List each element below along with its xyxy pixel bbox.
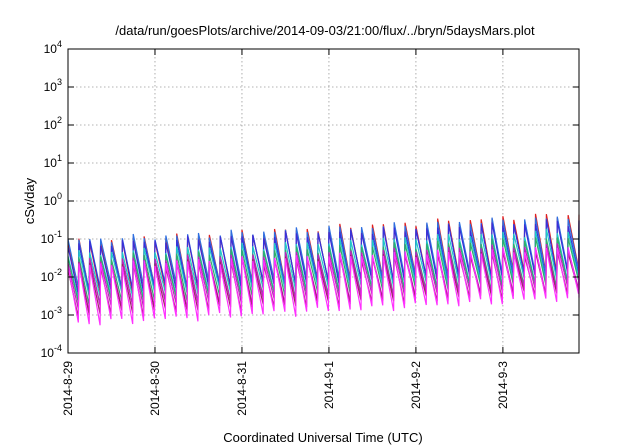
x-tick-label: 2014-9-2 [409, 361, 423, 409]
y-tick-label: 103 [44, 77, 62, 94]
y-tick-label: 104 [44, 39, 62, 56]
chart-title: /data/run/goesPlots/archive/2014-09-03/2… [115, 23, 535, 38]
y-tick-label: 102 [44, 115, 62, 132]
y-tick-label: 10-2 [41, 267, 62, 284]
x-tick-label: 2014-8-29 [61, 361, 75, 416]
y-tick-label: 10-3 [41, 305, 62, 322]
y-tick-label: 10-4 [41, 343, 62, 360]
grid-layer [68, 49, 579, 353]
x-tick-label: 2014-8-30 [148, 361, 162, 416]
series-layer [67, 213, 580, 326]
y-tick-label: 101 [44, 153, 62, 170]
y-tick-label: 10-1 [41, 229, 62, 246]
x-tick-label: 2014-8-31 [235, 361, 249, 416]
y-tick-label: 100 [44, 191, 62, 208]
y-axis-label: cSv/day [22, 177, 37, 224]
tick-layer: 10-4 10-3 10-2 10-1 100 101 102 103 104 2014-8-29… [41, 39, 579, 416]
x-tick-label: 2014-9-3 [496, 361, 510, 409]
series-line-8 [67, 246, 580, 326]
x-tick-label: 2014-9-1 [322, 361, 336, 409]
x-axis-label: Coordinated Universal Time (UTC) [223, 430, 422, 445]
